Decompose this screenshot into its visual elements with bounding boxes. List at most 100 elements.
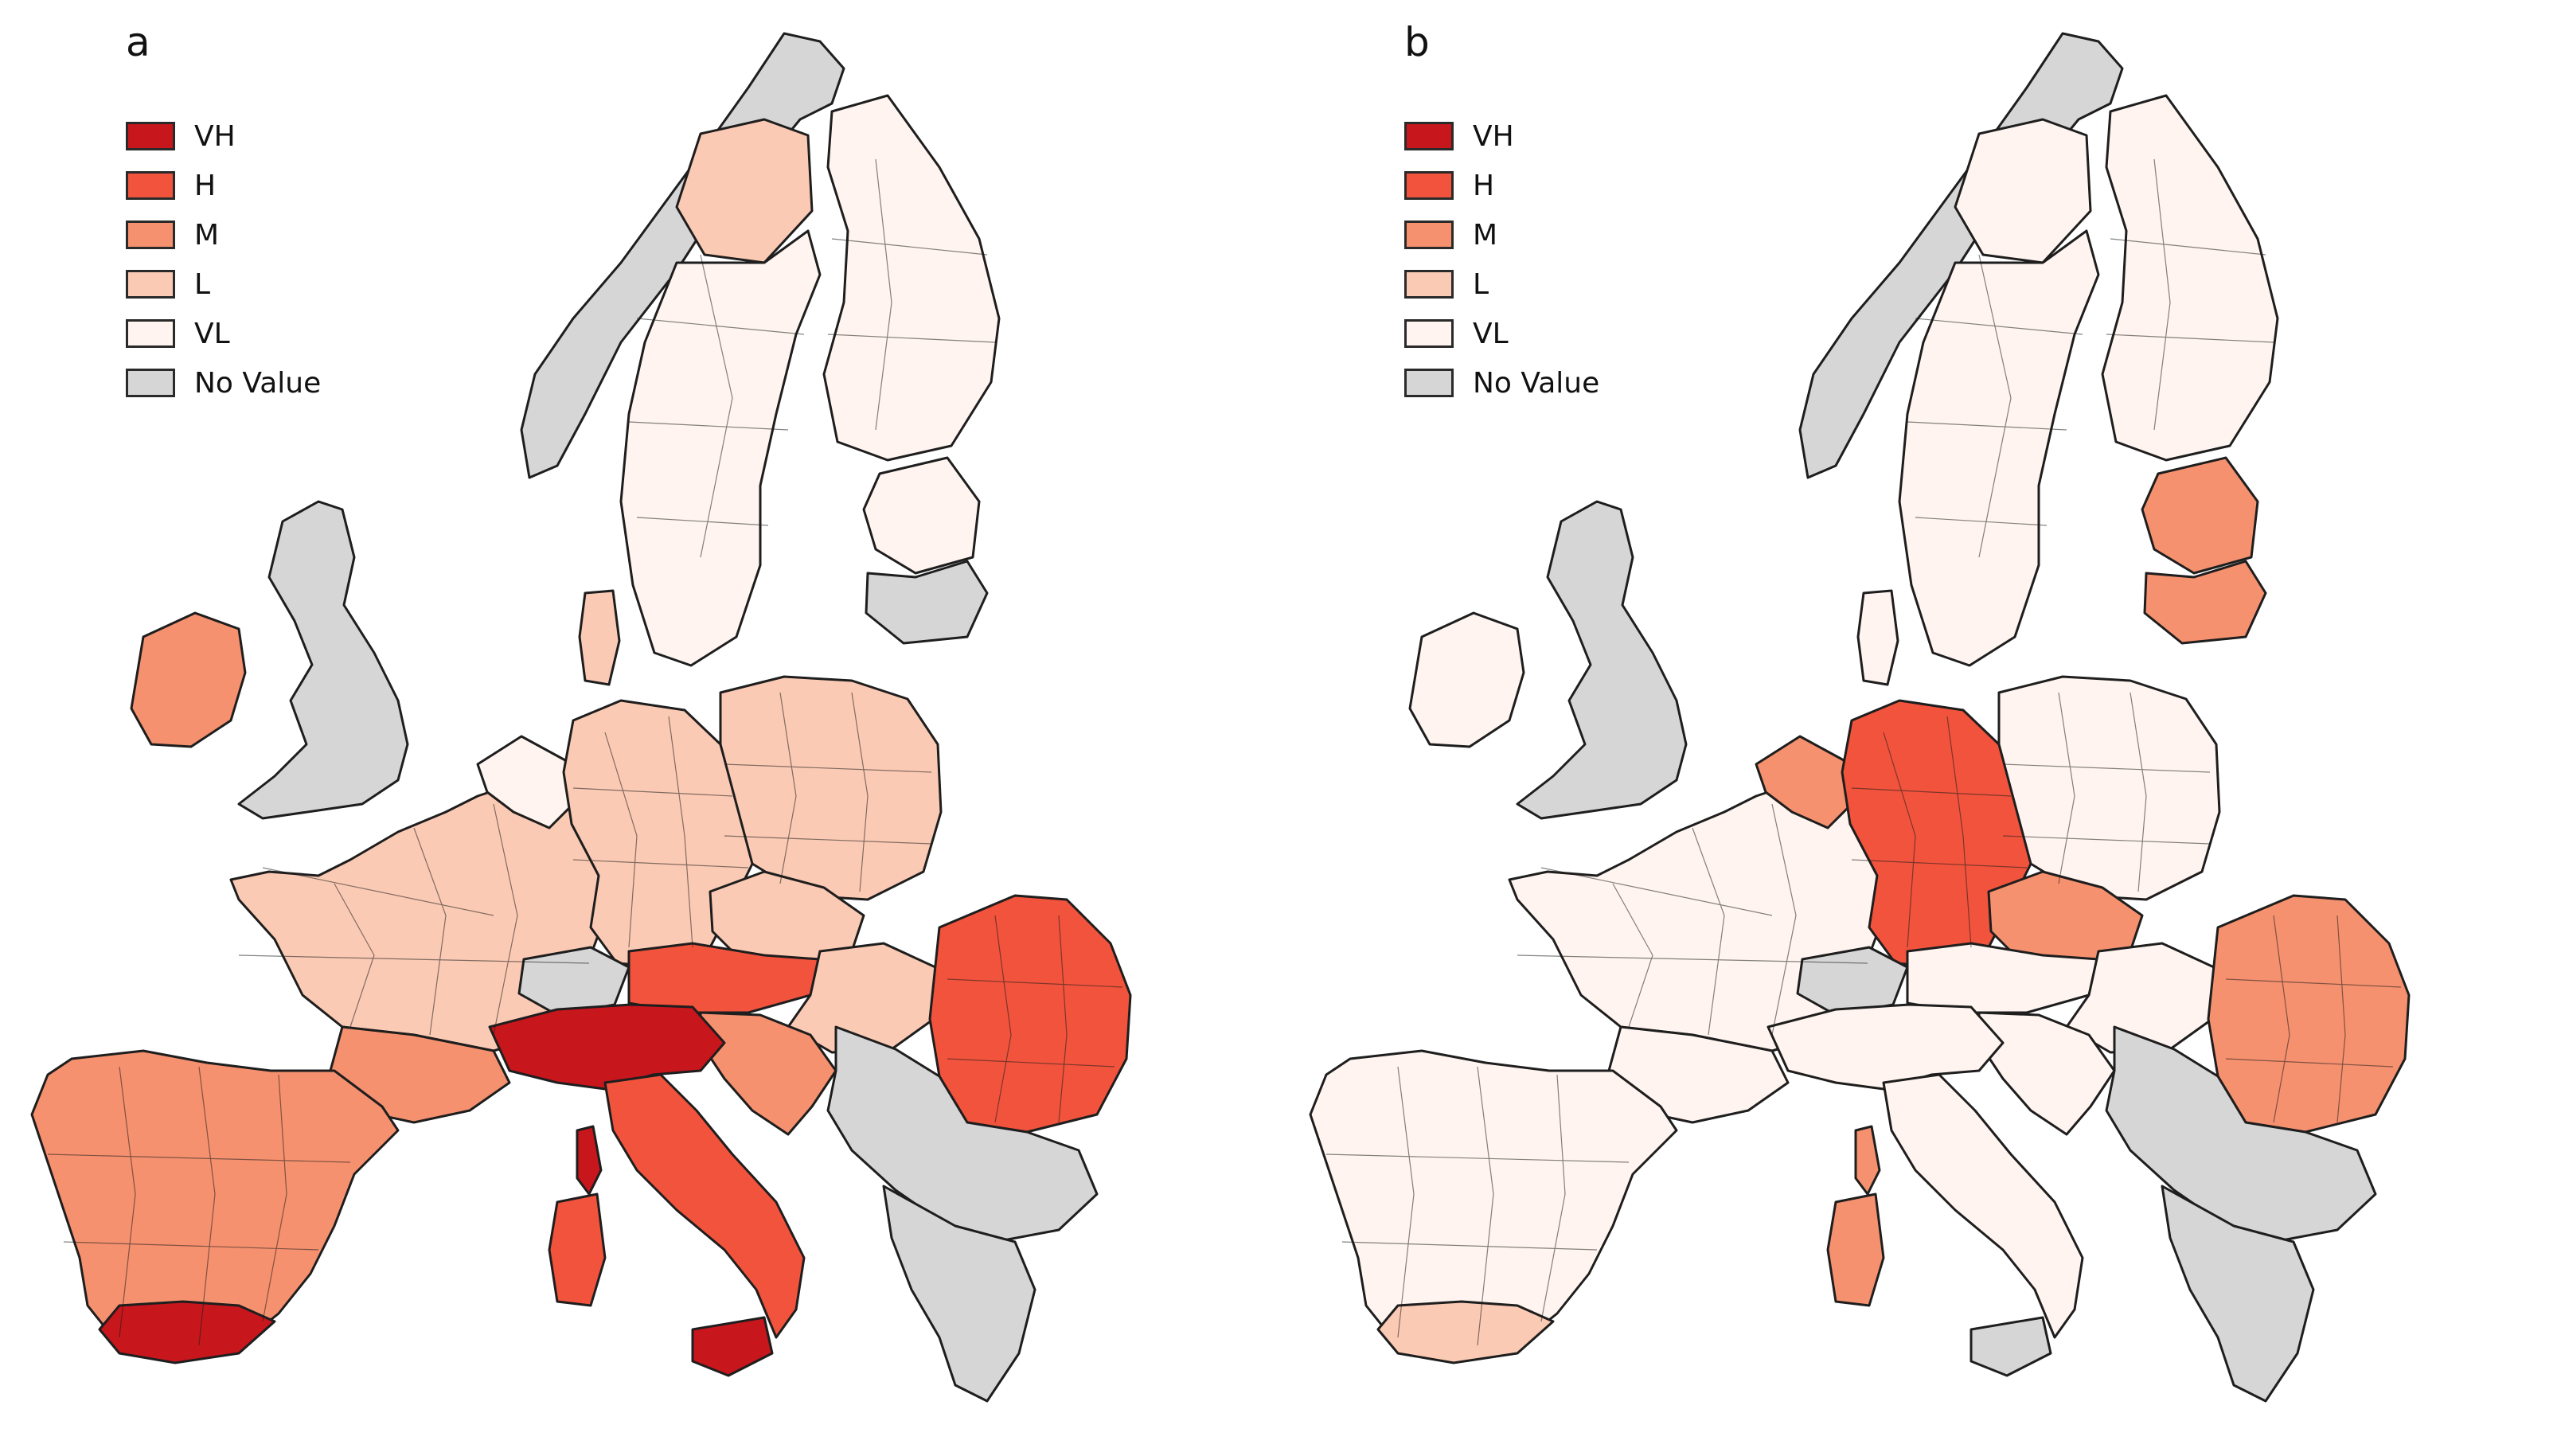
admin-border-line — [238, 954, 590, 964]
region-uk — [1516, 500, 1688, 820]
region-ireland — [130, 611, 247, 748]
region-iberia-south — [98, 1300, 276, 1364]
legend-label-vl: VL — [1473, 317, 1509, 350]
admin-border-line — [1978, 254, 2012, 558]
admin-border-line — [724, 835, 932, 845]
admin-border-line — [1397, 1066, 1415, 1338]
legend-item-m: M — [1404, 210, 1599, 260]
admin-border-line — [413, 827, 447, 1036]
region-slovenia-croatia — [1977, 1011, 2116, 1136]
region-romania — [928, 894, 1132, 1134]
legend-item-vl: VL — [1404, 309, 1599, 358]
region-romania — [2207, 894, 2411, 1134]
region-denmark — [1856, 589, 1899, 686]
region-iberia-south — [1376, 1300, 1555, 1364]
legend-item-vh: VH — [126, 111, 321, 161]
region-denmark — [578, 589, 621, 686]
legend-swatch-vl — [1404, 319, 1454, 348]
legend-swatch-m — [126, 221, 175, 249]
region-italy-south — [1882, 1073, 2084, 1339]
region-finland — [2101, 94, 2279, 462]
legend-label-vh: VH — [1473, 119, 1514, 153]
admin-border-line — [1540, 867, 1773, 916]
admin-border-line — [604, 732, 638, 948]
legend-label-l: L — [194, 267, 211, 301]
admin-border-line — [2273, 915, 2290, 1123]
admin-border-line — [2002, 835, 2211, 845]
legend-item-no-value: No Value — [1404, 358, 1599, 408]
legend-label-vl: VL — [194, 317, 230, 350]
europe-map-a — [30, 32, 1132, 1403]
region-iberia — [1309, 1049, 1678, 1355]
admin-border-line — [2002, 763, 2211, 773]
panel-label-b: b — [1404, 19, 1430, 65]
admin-border-line — [994, 915, 1012, 1123]
legend-item-no-value: No Value — [126, 358, 321, 408]
admin-border-line — [2225, 978, 2402, 988]
admin-border-line — [1058, 915, 1068, 1123]
legend-item-vl: VL — [126, 309, 321, 358]
admin-border-line — [2225, 1058, 2394, 1068]
legend-swatch-vh — [1404, 122, 1454, 150]
region-poland — [1997, 675, 2221, 901]
admin-border-line — [1915, 318, 2083, 335]
admin-border-line — [636, 318, 805, 335]
legend-swatch-no-value — [126, 369, 175, 397]
admin-border-line — [119, 1066, 136, 1338]
legend-swatch-vl — [126, 319, 175, 348]
admin-border-line — [1540, 1074, 1566, 1322]
admin-border-line — [63, 1241, 319, 1251]
region-ireland — [1408, 611, 1525, 748]
legend-label-no-value: No Value — [1473, 366, 1600, 400]
admin-border-line — [572, 787, 733, 797]
region-sweden-north — [1954, 118, 2092, 264]
legend-label-h: H — [1473, 169, 1495, 202]
admin-border-line — [198, 1066, 216, 1346]
map-regions — [30, 32, 1132, 1403]
admin-border-line — [668, 716, 693, 948]
region-sardinia — [548, 1193, 607, 1307]
region-iberia — [30, 1049, 400, 1355]
legend-label-m: M — [194, 218, 220, 252]
admin-border-line — [572, 859, 749, 869]
legend-swatch-h — [126, 171, 175, 200]
legend-label-l: L — [1473, 267, 1489, 301]
admin-border-line — [2058, 692, 2075, 884]
admin-border-line — [1477, 1066, 1494, 1346]
admin-border-line — [1771, 803, 1797, 1036]
admin-border-line — [1883, 732, 1916, 948]
admin-border-line — [779, 692, 797, 884]
region-italy-north — [1766, 1003, 2005, 1091]
admin-border-line — [947, 978, 1123, 988]
map-panel-a: a VH H M L VL No Value — [0, 0, 1278, 1456]
region-slovenia-croatia — [699, 1011, 837, 1136]
map-regions — [1309, 32, 2411, 1403]
admin-border-line — [47, 1153, 351, 1163]
region-benelux — [1755, 735, 1853, 829]
admin-border-line — [628, 421, 789, 431]
admin-border-line — [1517, 954, 1868, 964]
legend-swatch-l — [1404, 270, 1454, 299]
legend-b: VH H M L VL No Value — [1404, 111, 1599, 408]
admin-border-line — [947, 1058, 1115, 1068]
legend-item-l: L — [1404, 260, 1599, 309]
admin-border-line — [1692, 827, 1725, 1036]
region-corsica — [576, 1125, 603, 1196]
region-balkans — [826, 1025, 1099, 1243]
region-uk — [237, 500, 409, 820]
admin-border-line — [2106, 334, 2274, 343]
legend-item-l: L — [126, 260, 321, 309]
admin-borders — [47, 158, 1123, 1346]
legend-label-m: M — [1473, 218, 1498, 252]
admin-border-line — [1851, 859, 2028, 869]
region-sardinia — [1826, 1193, 1885, 1307]
admin-border-line — [334, 883, 375, 1028]
europe-map-b — [1309, 32, 2411, 1403]
region-baltics — [2141, 456, 2259, 575]
admin-border-line — [851, 692, 869, 892]
region-italy-north — [488, 1003, 726, 1091]
legend-item-h: H — [126, 161, 321, 210]
region-sweden — [1898, 229, 2100, 667]
admin-border-line — [1915, 517, 2048, 526]
map-panel-b: b VH H M L VL No Value — [1278, 0, 2557, 1456]
